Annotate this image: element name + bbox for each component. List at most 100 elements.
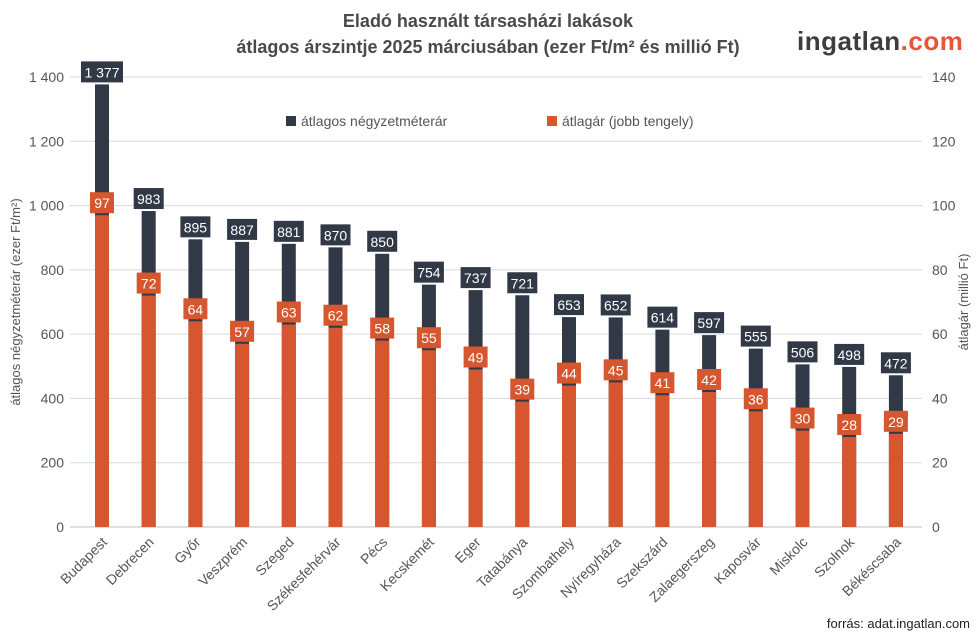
bar-avg-price [562,385,576,527]
label-box-price [463,346,488,368]
data-label-sqm: 881 [277,224,301,240]
category-label: Eger [451,534,483,566]
category-label: Pécs [357,534,390,567]
left-tick-label: 1 200 [29,133,64,149]
data-label-sqm: 555 [744,329,768,345]
data-label-sqm: 737 [464,270,488,286]
category-label: Budapest [57,534,110,587]
label-box-price [650,372,675,394]
left-tick-label: 200 [41,455,65,471]
label-box-sqm [367,230,398,252]
label-box-price [603,359,628,381]
bar-avg-price [95,215,109,527]
left-tick-label: 800 [41,262,65,278]
bar-avg-price [421,350,436,527]
right-tick-label: 80 [932,262,948,278]
bar-avg-price [281,324,296,527]
data-label-price: 72 [141,276,157,292]
label-box-price [416,327,441,349]
label-box-sqm [507,272,538,294]
data-label-sqm: 498 [838,347,862,363]
bar-avg-price [468,369,483,527]
bar-avg-price [608,382,623,527]
data-label-price: 62 [328,308,344,324]
right-tick-label: 0 [932,519,940,535]
bar-avg-price [235,343,250,527]
data-label-sqm: 870 [324,227,348,243]
label-box-price [790,407,815,429]
label-box-price [183,298,208,320]
label-box-sqm [413,261,444,283]
title-line: Eladó használt társasházi lakások [342,11,634,31]
category-label: Kaposvár [711,534,764,587]
legend-label-price: átlagár (jobb tengely) [562,113,694,129]
label-box-price [136,272,161,294]
label-box-price [370,317,395,339]
right-tick-label: 60 [932,326,948,342]
label-box-sqm [787,341,818,363]
label-box-sqm [647,306,678,328]
data-label-sqm: 895 [184,219,208,235]
data-label-price: 41 [655,375,671,391]
left-tick-label: 400 [41,390,65,406]
bar-avg-price [795,430,810,527]
right-tick-label: 100 [932,198,956,214]
label-box-sqm [320,224,351,246]
label-box-price [883,410,908,432]
label-box-price [557,362,581,384]
category-label: Debrecen [103,534,157,588]
logo-main: ingatlan [797,26,901,56]
label-box-sqm [460,267,491,289]
category-label: Szolnok [811,533,858,580]
data-label-price: 63 [281,305,297,321]
logo-suffix: .com [900,26,964,56]
legend-swatch-price [547,116,557,126]
data-label-price: 58 [374,321,390,337]
label-box-sqm [273,220,304,242]
left-tick-label: 600 [41,326,65,342]
category-label: Győr [171,534,204,567]
label-box-sqm [180,216,211,238]
label-box-price [743,388,768,410]
label-box-sqm [880,352,911,374]
left-tick-label: 1 400 [29,69,64,85]
data-label-price: 39 [515,382,531,398]
category-label: Szeged [252,534,297,579]
data-label-sqm: 652 [604,297,628,313]
label-box-price [90,192,114,214]
data-label-sqm: 721 [511,275,535,291]
label-box-sqm [81,61,123,83]
data-label-sqm: 850 [371,234,395,250]
data-label-price: 44 [561,366,577,382]
bar-avg-price [842,437,857,527]
data-label-price: 36 [748,391,764,407]
label-box-price [837,414,862,435]
subtitle-line: átlagos árszintje 2025 márciusában (ezer… [236,37,740,57]
label-box-price [510,378,535,400]
right-tick-label: 120 [932,133,956,149]
data-label-sqm: 887 [230,222,254,238]
data-label-price: 55 [421,330,437,346]
label-box-sqm [834,343,865,365]
bar-avg-price [375,340,390,527]
label-box-sqm [227,218,258,240]
label-box-sqm [740,325,771,347]
legend-label-sqm: átlagos négyzetméterár [301,113,448,129]
data-label-price: 57 [234,324,250,340]
data-label-sqm: 614 [651,310,675,326]
right-tick-label: 40 [932,390,948,406]
label-box-price [323,304,348,326]
data-label-price: 28 [841,417,857,433]
bar-avg-price [888,433,903,527]
label-box-sqm [554,294,584,316]
label-box-price [230,320,255,342]
data-label-price: 29 [888,414,904,430]
ingatlan-logo: ingatlan.com [797,26,963,57]
category-label: Miskolc [766,534,810,578]
right-axis-label: átlagár (millió Ft) [956,254,971,351]
source-note: forrás: adat.ingatlan.com [826,616,970,631]
label-box-sqm [600,294,631,316]
data-label-price: 64 [188,301,204,317]
